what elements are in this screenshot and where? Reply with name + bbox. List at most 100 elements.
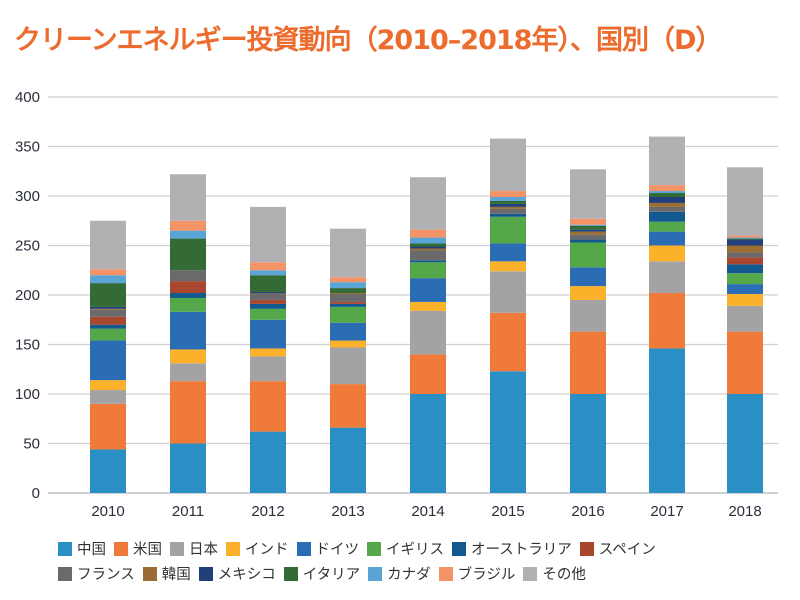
bar-segment: [490, 213, 526, 217]
bar-segment: [250, 262, 286, 271]
bar-segment: [170, 311, 206, 350]
x-axis-ticks: 2010 2011 2012 2013 2014 2015 2016 2017 2018: [91, 503, 761, 520]
bar-segment: [490, 196, 526, 201]
bar-segment: [250, 275, 286, 293]
x-tick-label: 2015: [491, 503, 524, 520]
bar-segment: [90, 283, 126, 307]
bar-segment: [490, 203, 526, 207]
legend-label: カナダ: [387, 567, 431, 583]
bar-segment: [170, 381, 206, 444]
bar-segment: [250, 356, 286, 382]
bar-segment: [490, 243, 526, 262]
bar-segment: [330, 427, 366, 493]
legend-swatch: [368, 566, 383, 581]
bar-segment: [330, 301, 366, 304]
legend-label: スペイン: [598, 542, 656, 558]
bar-segment: [410, 354, 446, 394]
bar-segment: [727, 284, 763, 295]
bar-segment: [90, 306, 126, 309]
bar-segment: [727, 238, 763, 240]
legend-label: ブラジル: [457, 567, 516, 583]
legend-label: インド: [245, 542, 289, 558]
bar-segment: [570, 229, 606, 232]
bar-segment: [570, 218, 606, 225]
legend-swatch: [170, 541, 184, 556]
bar-segment: [570, 224, 606, 226]
bar-segment: [727, 331, 763, 394]
y-tick-label: 250: [15, 238, 40, 255]
bar-segment: [330, 303, 366, 307]
legend-label: 韓国: [161, 567, 191, 583]
legend-item: ドイツ: [296, 538, 360, 559]
y-tick-label: 400: [15, 89, 40, 106]
bar-stack-2014: [410, 177, 446, 493]
bar-segment: [250, 293, 286, 300]
bar-segment: [649, 231, 685, 246]
bar-segment: [170, 220, 206, 231]
legend-label: オーストラリア: [471, 542, 572, 558]
bars: [90, 136, 763, 493]
bar-segment: [410, 260, 446, 263]
bar-segment: [250, 292, 286, 294]
bar-segment: [570, 169, 606, 219]
bar-segment: [570, 331, 606, 394]
bar-segment: [649, 348, 685, 493]
bar-segment: [649, 202, 685, 207]
bar-segment: [330, 306, 366, 323]
bar-segment: [649, 261, 685, 294]
bar-segment: [90, 403, 126, 450]
legend-label: 日本: [189, 542, 218, 558]
legend-item: カナダ: [368, 563, 431, 584]
x-tick-label: 2016: [571, 503, 604, 520]
legend-item: イギリス: [367, 538, 444, 559]
bar-segment: [330, 340, 366, 348]
bar-segment: [410, 243, 446, 247]
bar-segment: [727, 167, 763, 236]
bar-segment: [250, 303, 286, 309]
bar-segment: [727, 305, 763, 332]
bar-segment: [90, 449, 126, 493]
bar-segment: [410, 262, 446, 279]
y-axis-ticks: 0 50 100 150 200 250 300 350 400: [15, 89, 40, 502]
bar-segment: [570, 225, 606, 230]
bar-segment: [250, 348, 286, 357]
bar-segment: [170, 443, 206, 493]
y-tick-label: 100: [15, 386, 40, 403]
bar-segment: [90, 269, 126, 276]
bar-segment: [90, 220, 126, 270]
legend-swatch: [296, 541, 311, 556]
legend-item: オーストラリア: [452, 538, 572, 559]
bar-segment: [250, 270, 286, 276]
bar-segment: [410, 310, 446, 355]
bar-segment: [490, 208, 526, 214]
legend-item: スペイン: [579, 538, 656, 559]
bar-segment: [490, 271, 526, 313]
legend-label: ドイツ: [315, 542, 360, 558]
bar-segment: [170, 281, 206, 294]
legend: 中国 米国 日本 インド ドイツ イギリス オーストラリア スペイン フランス 韓国 メキシコ イタリ…: [58, 536, 778, 586]
bar-stack-2013: [330, 228, 366, 493]
bar-segment: [649, 293, 685, 349]
legend-label: その他: [542, 567, 586, 583]
x-tick-label: 2011: [172, 503, 204, 520]
legend-swatch: [198, 566, 213, 581]
legend-swatch: [142, 566, 157, 581]
legend-swatch: [579, 541, 594, 556]
bar-segment: [330, 384, 366, 428]
bar-segment: [570, 231, 606, 235]
bar-stack-2017: [649, 136, 685, 493]
bar-segment: [727, 245, 763, 253]
legend-label: イギリス: [386, 542, 444, 558]
legend-item: 韓国: [142, 563, 191, 584]
bar-segment: [727, 235, 763, 238]
legend-swatch: [367, 541, 381, 556]
bar-segment: [410, 177, 446, 230]
bar-segment: [727, 237, 763, 239]
bar-segment: [330, 277, 366, 283]
bar-segment: [170, 238, 206, 271]
y-tick-label: 300: [15, 188, 40, 205]
bar-segment: [170, 270, 206, 282]
bar-segment: [330, 347, 366, 385]
legend-swatch: [523, 566, 538, 581]
bar-segment: [649, 245, 685, 262]
